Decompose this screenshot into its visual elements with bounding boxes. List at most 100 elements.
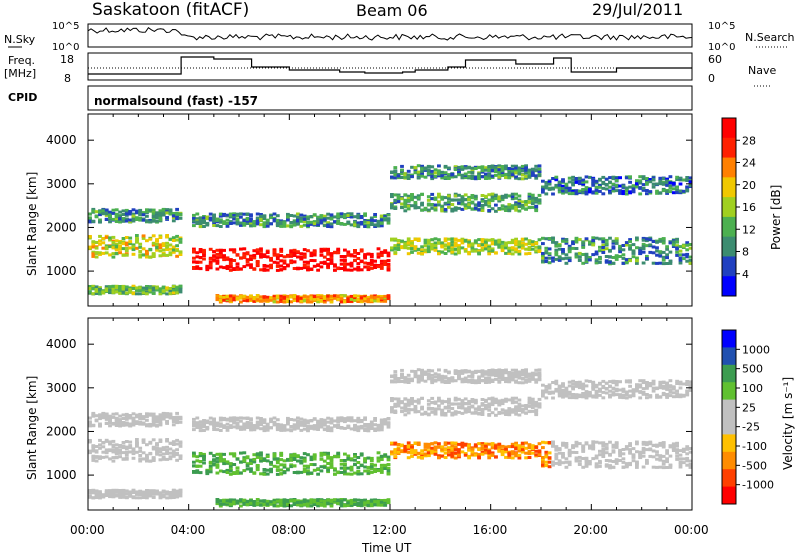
power-cell <box>443 201 448 205</box>
velocity-cell <box>165 445 169 449</box>
power-cell <box>282 255 287 259</box>
power-cell <box>265 218 270 222</box>
power-cell <box>225 298 230 302</box>
power-cell <box>514 239 518 243</box>
velocity-cell <box>420 452 424 456</box>
velocity-cell <box>359 504 364 508</box>
power-cell <box>128 286 133 290</box>
power-cell <box>534 169 539 173</box>
power-cell <box>235 212 240 216</box>
velocity-cell <box>202 425 206 429</box>
velocity-cell <box>111 421 116 425</box>
velocity-cell <box>222 417 226 421</box>
velocity-cell <box>252 500 257 503</box>
velocity-cell <box>195 421 200 425</box>
velocity-cell <box>252 503 257 507</box>
velocity-cell <box>393 370 398 374</box>
power-cell <box>648 180 653 184</box>
power-cell <box>504 207 508 211</box>
power-cell <box>437 250 441 254</box>
power-cell <box>155 219 159 223</box>
velocity-cell <box>114 417 119 421</box>
power-cell <box>275 300 280 304</box>
power-cell <box>567 250 572 254</box>
power-cell <box>108 210 112 214</box>
power-cell <box>135 292 139 296</box>
nave-tick-bottom: 0 <box>708 72 715 85</box>
power-cell <box>218 212 223 216</box>
power-cell <box>433 203 438 207</box>
power-cell <box>665 262 669 265</box>
velocity-cell <box>420 368 424 372</box>
velocity-cell <box>306 464 310 468</box>
power-cell <box>614 189 619 193</box>
power-cell <box>228 260 233 264</box>
power-cell <box>648 250 653 254</box>
power-cell <box>98 292 102 296</box>
power-cell <box>208 247 213 251</box>
power-cell <box>128 218 133 222</box>
power-cell <box>530 205 535 209</box>
velocity-cell <box>329 419 334 423</box>
power-cell <box>571 246 575 250</box>
nsearch-tick-bottom: 10^0 <box>708 42 735 53</box>
velocity-cell <box>376 503 381 507</box>
power-cell <box>101 241 106 245</box>
power-cell <box>430 203 435 206</box>
power-cell <box>114 252 119 255</box>
velocity-cell <box>245 416 250 420</box>
power-cell <box>658 237 663 241</box>
power-cell <box>326 294 330 298</box>
power-cell <box>339 255 344 258</box>
power-cell <box>322 296 327 299</box>
power-cell <box>212 215 216 218</box>
power-cell <box>601 175 606 179</box>
velocity-cell <box>118 419 122 423</box>
velocity-cell <box>275 422 280 426</box>
power-cell <box>450 243 455 247</box>
power-cell <box>443 244 448 248</box>
power-cell <box>520 241 525 245</box>
power-cell <box>141 291 146 295</box>
velocity-cell <box>376 499 381 503</box>
velocity-cell <box>232 500 237 504</box>
power-cell <box>628 175 632 179</box>
velocity-cell <box>249 460 253 463</box>
velocity-cell <box>118 492 122 496</box>
power-cell <box>601 246 606 249</box>
velocity-cell <box>286 498 290 502</box>
power-cell <box>235 296 240 300</box>
velocity-cell <box>124 492 129 496</box>
power-cell <box>272 297 277 301</box>
power-cell <box>641 242 646 246</box>
velocity-cell <box>275 425 280 429</box>
velocity-cell <box>138 446 143 450</box>
power-cell <box>339 258 344 262</box>
power-cell <box>500 168 505 172</box>
power-cell <box>88 287 92 290</box>
power-cell <box>426 250 431 254</box>
power-cell <box>111 252 116 256</box>
power-cell <box>453 198 458 202</box>
power-cell <box>557 180 562 184</box>
velocity-cell <box>393 411 398 414</box>
velocity-cell <box>239 416 243 420</box>
power-cell <box>453 208 458 212</box>
power-cell <box>671 243 676 247</box>
velocity-cell <box>437 368 441 372</box>
velocity-cell <box>235 418 240 422</box>
power-cell <box>426 208 431 212</box>
velocity-cell <box>269 467 273 471</box>
power-cell <box>584 186 589 190</box>
power-cell <box>228 294 233 298</box>
power-cell <box>413 204 418 208</box>
velocity-cell <box>262 429 267 433</box>
power-cell <box>688 261 693 265</box>
power-cell <box>463 206 468 210</box>
power-cell <box>628 238 632 242</box>
power-cell <box>423 248 428 252</box>
power-cell <box>564 261 569 265</box>
velocity-cell <box>215 471 220 475</box>
power-cell <box>611 182 616 186</box>
power-cell <box>467 170 471 174</box>
